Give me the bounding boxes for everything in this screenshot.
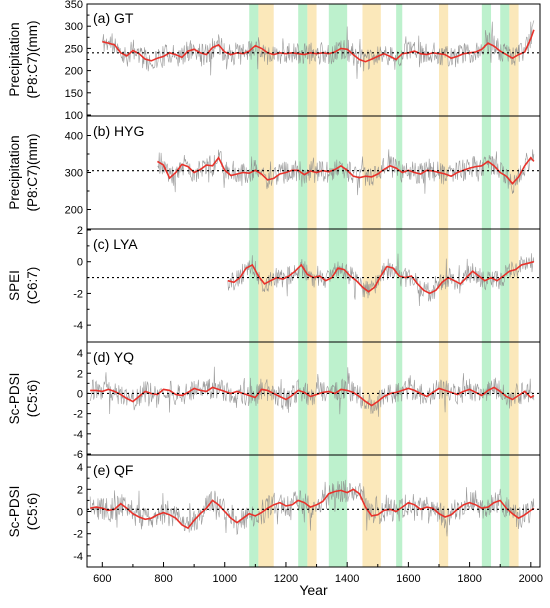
plot-frame [86,3,541,568]
period-band-yellow [438,4,449,567]
x-tick-label: 1200 [274,573,298,585]
y-tick-label: -6 [73,449,83,461]
y-tick-label: 250 [65,43,83,55]
y-axis-title: (P8:C7)(mm) [25,134,40,212]
panel-2: 200 300 400 (b) HYG Precipitation (P8:C7)(mm) [7,115,540,217]
period-band-green [481,4,492,567]
period-band-green [500,4,510,567]
panel-label: (a) GT [93,10,134,26]
y-tick-label: 0 [77,257,83,269]
y-tick-label: 4 [77,348,83,360]
y-tick-label: 2 [77,225,83,237]
period-band-yellow [307,4,317,567]
y-tick-label: 2 [77,368,83,380]
x-tick-label: 1600 [396,573,420,585]
y-tick-label: 200 [65,205,83,217]
y-axis-title: Sc-PDSI [7,486,22,538]
x-tick-label: 800 [154,573,172,585]
x-tick-label: 600 [93,573,111,585]
y-tick-label: -2 [73,409,83,421]
y-tick-label: 400 [65,131,83,143]
y-axis-title: Precipitation [7,135,22,209]
smoothed-series-line [102,29,535,63]
y-tick-label: 2 [77,484,83,496]
period-band-green [328,4,348,567]
raw-series-line [89,366,535,417]
y-axis-title: Precipitation [7,22,22,96]
y-tick-label: 350 [65,0,83,11]
period-band-yellow [362,4,381,567]
y-axis-title: (C6:7) [25,267,40,305]
y-tick-label: -4 [73,551,83,563]
panel-label: (b) HYG [93,123,144,139]
smoothed-series-line [90,386,535,407]
period-band-green [249,4,259,567]
y-tick-label: 100 [65,110,83,122]
y-tick-label: 150 [65,88,83,100]
panel-label: (d) YQ [93,349,134,365]
panel-4: -6 -4 -2 0 2 4 (d) YQ Sc-PDSI (C5:6) [7,341,540,461]
x-tick-label: 1800 [457,573,481,585]
x-tick-label: 2000 [519,573,543,585]
raw-series-line [157,149,535,196]
smoothed-series-line [89,488,535,530]
y-tick-label: -4 [73,320,83,332]
y-axis-title: (C5:6) [25,493,40,531]
x-axis-title: Year [299,582,328,598]
panel-1: 100 150 200 250 300 350 (a) GT Precipitation (P8… [7,0,540,122]
panel-label: (e) QF [93,462,133,478]
panel-3: -4 -2 0 2 (c) LYA SPEI (C6:7) [7,225,540,332]
raw-series-line [227,253,535,307]
y-tick-label: -2 [73,288,83,300]
y-axis-title: SPEI [7,270,22,301]
raw-series-line [102,20,535,79]
y-tick-label: 300 [65,21,83,33]
y-tick-label: 200 [65,66,83,78]
x-tick-label: 1400 [335,573,359,585]
y-axis-title: (P8:C7)(mm) [25,21,40,99]
period-band-green [396,4,403,567]
y-axis-title: (C5:6) [25,380,40,418]
y-tick-label: 0 [77,507,83,519]
panel-5: -4 -2 0 2 4 (e) QF Sc-PDSI (C5:6) [7,454,540,563]
x-tick-label: 1000 [212,573,236,585]
y-tick-label: 4 [77,462,83,474]
panel-label: (c) LYA [93,236,138,252]
y-tick-label: 0 [77,388,83,400]
y-tick-label: -2 [73,529,83,541]
shaded-periods [249,4,519,567]
smoothed-series-line [227,260,535,295]
y-tick-label: -4 [73,429,83,441]
y-axis-title: Sc-PDSI [7,373,22,425]
period-band-yellow [509,4,519,567]
period-band-green [298,4,308,567]
y-tick-label: 300 [65,168,83,180]
